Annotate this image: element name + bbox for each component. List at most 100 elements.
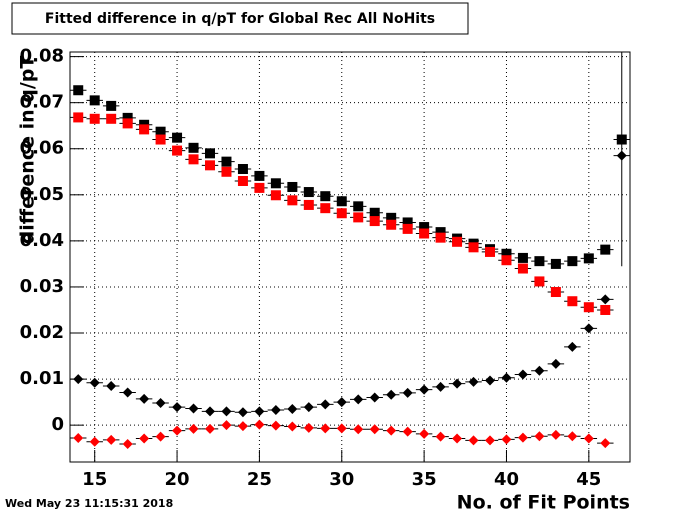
- marker-diamond: [501, 434, 512, 445]
- marker-square: [534, 276, 545, 287]
- marker-diamond: [221, 420, 232, 431]
- marker-diamond: [254, 419, 265, 430]
- marker-diamond: [73, 374, 84, 385]
- marker-square: [583, 253, 594, 264]
- marker-diamond: [155, 398, 166, 409]
- marker-square: [600, 304, 611, 315]
- marker-diamond: [320, 399, 331, 410]
- marker-square: [501, 255, 512, 266]
- marker-square: [106, 100, 117, 111]
- marker-diamond: [600, 294, 611, 305]
- x-tick-label: 25: [247, 469, 272, 490]
- marker-diamond: [386, 425, 397, 436]
- marker-square: [336, 196, 347, 207]
- marker-square: [155, 134, 166, 145]
- marker-square: [254, 170, 265, 181]
- marker-square: [106, 113, 117, 124]
- marker-diamond: [616, 150, 627, 161]
- marker-diamond: [155, 431, 166, 442]
- x-tick-label: 30: [329, 469, 354, 490]
- marker-diamond: [205, 406, 215, 417]
- marker-diamond: [468, 435, 479, 446]
- y-tick-label: 0.03: [20, 276, 64, 297]
- marker-square: [254, 182, 265, 193]
- marker-diamond: [517, 432, 528, 443]
- marker-diamond: [369, 424, 380, 435]
- marker-square: [73, 112, 84, 123]
- y-tick-label: 0: [51, 414, 64, 435]
- marker-diamond: [205, 423, 215, 434]
- x-tick-label: 40: [494, 469, 519, 490]
- marker-square: [205, 148, 215, 159]
- marker-diamond: [419, 428, 430, 439]
- marker-diamond: [386, 389, 397, 400]
- marker-square: [73, 85, 84, 96]
- y-tick-label: 0.02: [20, 322, 64, 343]
- marker-square: [567, 256, 578, 267]
- marker-square: [172, 132, 183, 143]
- marker-diamond: [188, 403, 199, 414]
- marker-square: [221, 166, 232, 177]
- marker-square: [172, 145, 183, 156]
- marker-diamond: [517, 369, 528, 380]
- marker-square: [583, 302, 594, 313]
- marker-diamond: [270, 404, 281, 415]
- marker-diamond: [600, 438, 611, 449]
- marker-diamond: [73, 433, 84, 444]
- marker-diamond: [550, 358, 561, 369]
- marker-square: [386, 212, 397, 223]
- y-tick-label: 0.01: [20, 368, 64, 389]
- marker-square: [303, 199, 314, 210]
- marker-square: [122, 112, 133, 123]
- chart-title: Fitted difference in q/pT for Global Rec…: [45, 11, 435, 27]
- marker-square: [303, 187, 314, 198]
- marker-diamond: [89, 436, 100, 447]
- marker-square: [237, 175, 248, 186]
- y-axis-label: difference in q/pT: [17, 56, 39, 245]
- marker-diamond: [534, 365, 545, 376]
- marker-diamond: [237, 421, 248, 432]
- frame: [69, 51, 631, 463]
- marker-square: [155, 126, 166, 137]
- marker-square: [567, 296, 578, 307]
- marker-diamond: [419, 384, 430, 395]
- marker-square: [386, 219, 397, 230]
- marker-square: [517, 263, 528, 274]
- marker-diamond: [237, 407, 248, 418]
- marker-diamond: [221, 406, 232, 417]
- marker-square: [435, 227, 446, 238]
- marker-square: [89, 113, 100, 124]
- marker-diamond: [485, 435, 495, 446]
- marker-diamond: [106, 434, 117, 445]
- marker-diamond: [435, 431, 446, 442]
- x-tick-label: 20: [165, 469, 190, 490]
- marker-diamond: [270, 420, 281, 431]
- marker-square: [468, 242, 479, 253]
- marker-square: [369, 216, 380, 227]
- marker-diamond: [402, 426, 413, 437]
- y-tick-label: 0.07: [20, 92, 64, 113]
- y-tick-label: 0.08: [20, 46, 64, 67]
- marker-square: [419, 228, 430, 239]
- marker-square: [237, 164, 248, 175]
- y-tick-label: 0.04: [20, 230, 64, 251]
- x-tick-label: 15: [82, 469, 107, 490]
- marker-diamond: [172, 402, 183, 413]
- marker-square: [122, 118, 133, 129]
- marker-square: [452, 236, 463, 247]
- marker-square: [402, 223, 413, 234]
- y-tick-label: 0.06: [20, 138, 64, 159]
- x-tick-label: 35: [412, 469, 437, 490]
- marker-diamond: [567, 341, 578, 352]
- marker-diamond: [550, 429, 561, 440]
- marker-diamond: [468, 376, 479, 387]
- marker-square: [369, 207, 380, 218]
- marker-diamond: [485, 375, 495, 386]
- marker-square: [550, 258, 561, 269]
- marker-diamond: [89, 377, 100, 388]
- marker-diamond: [139, 433, 150, 444]
- marker-square: [270, 178, 281, 189]
- marker-diamond: [534, 431, 545, 442]
- marker-square: [353, 212, 364, 223]
- marker-square: [89, 95, 100, 106]
